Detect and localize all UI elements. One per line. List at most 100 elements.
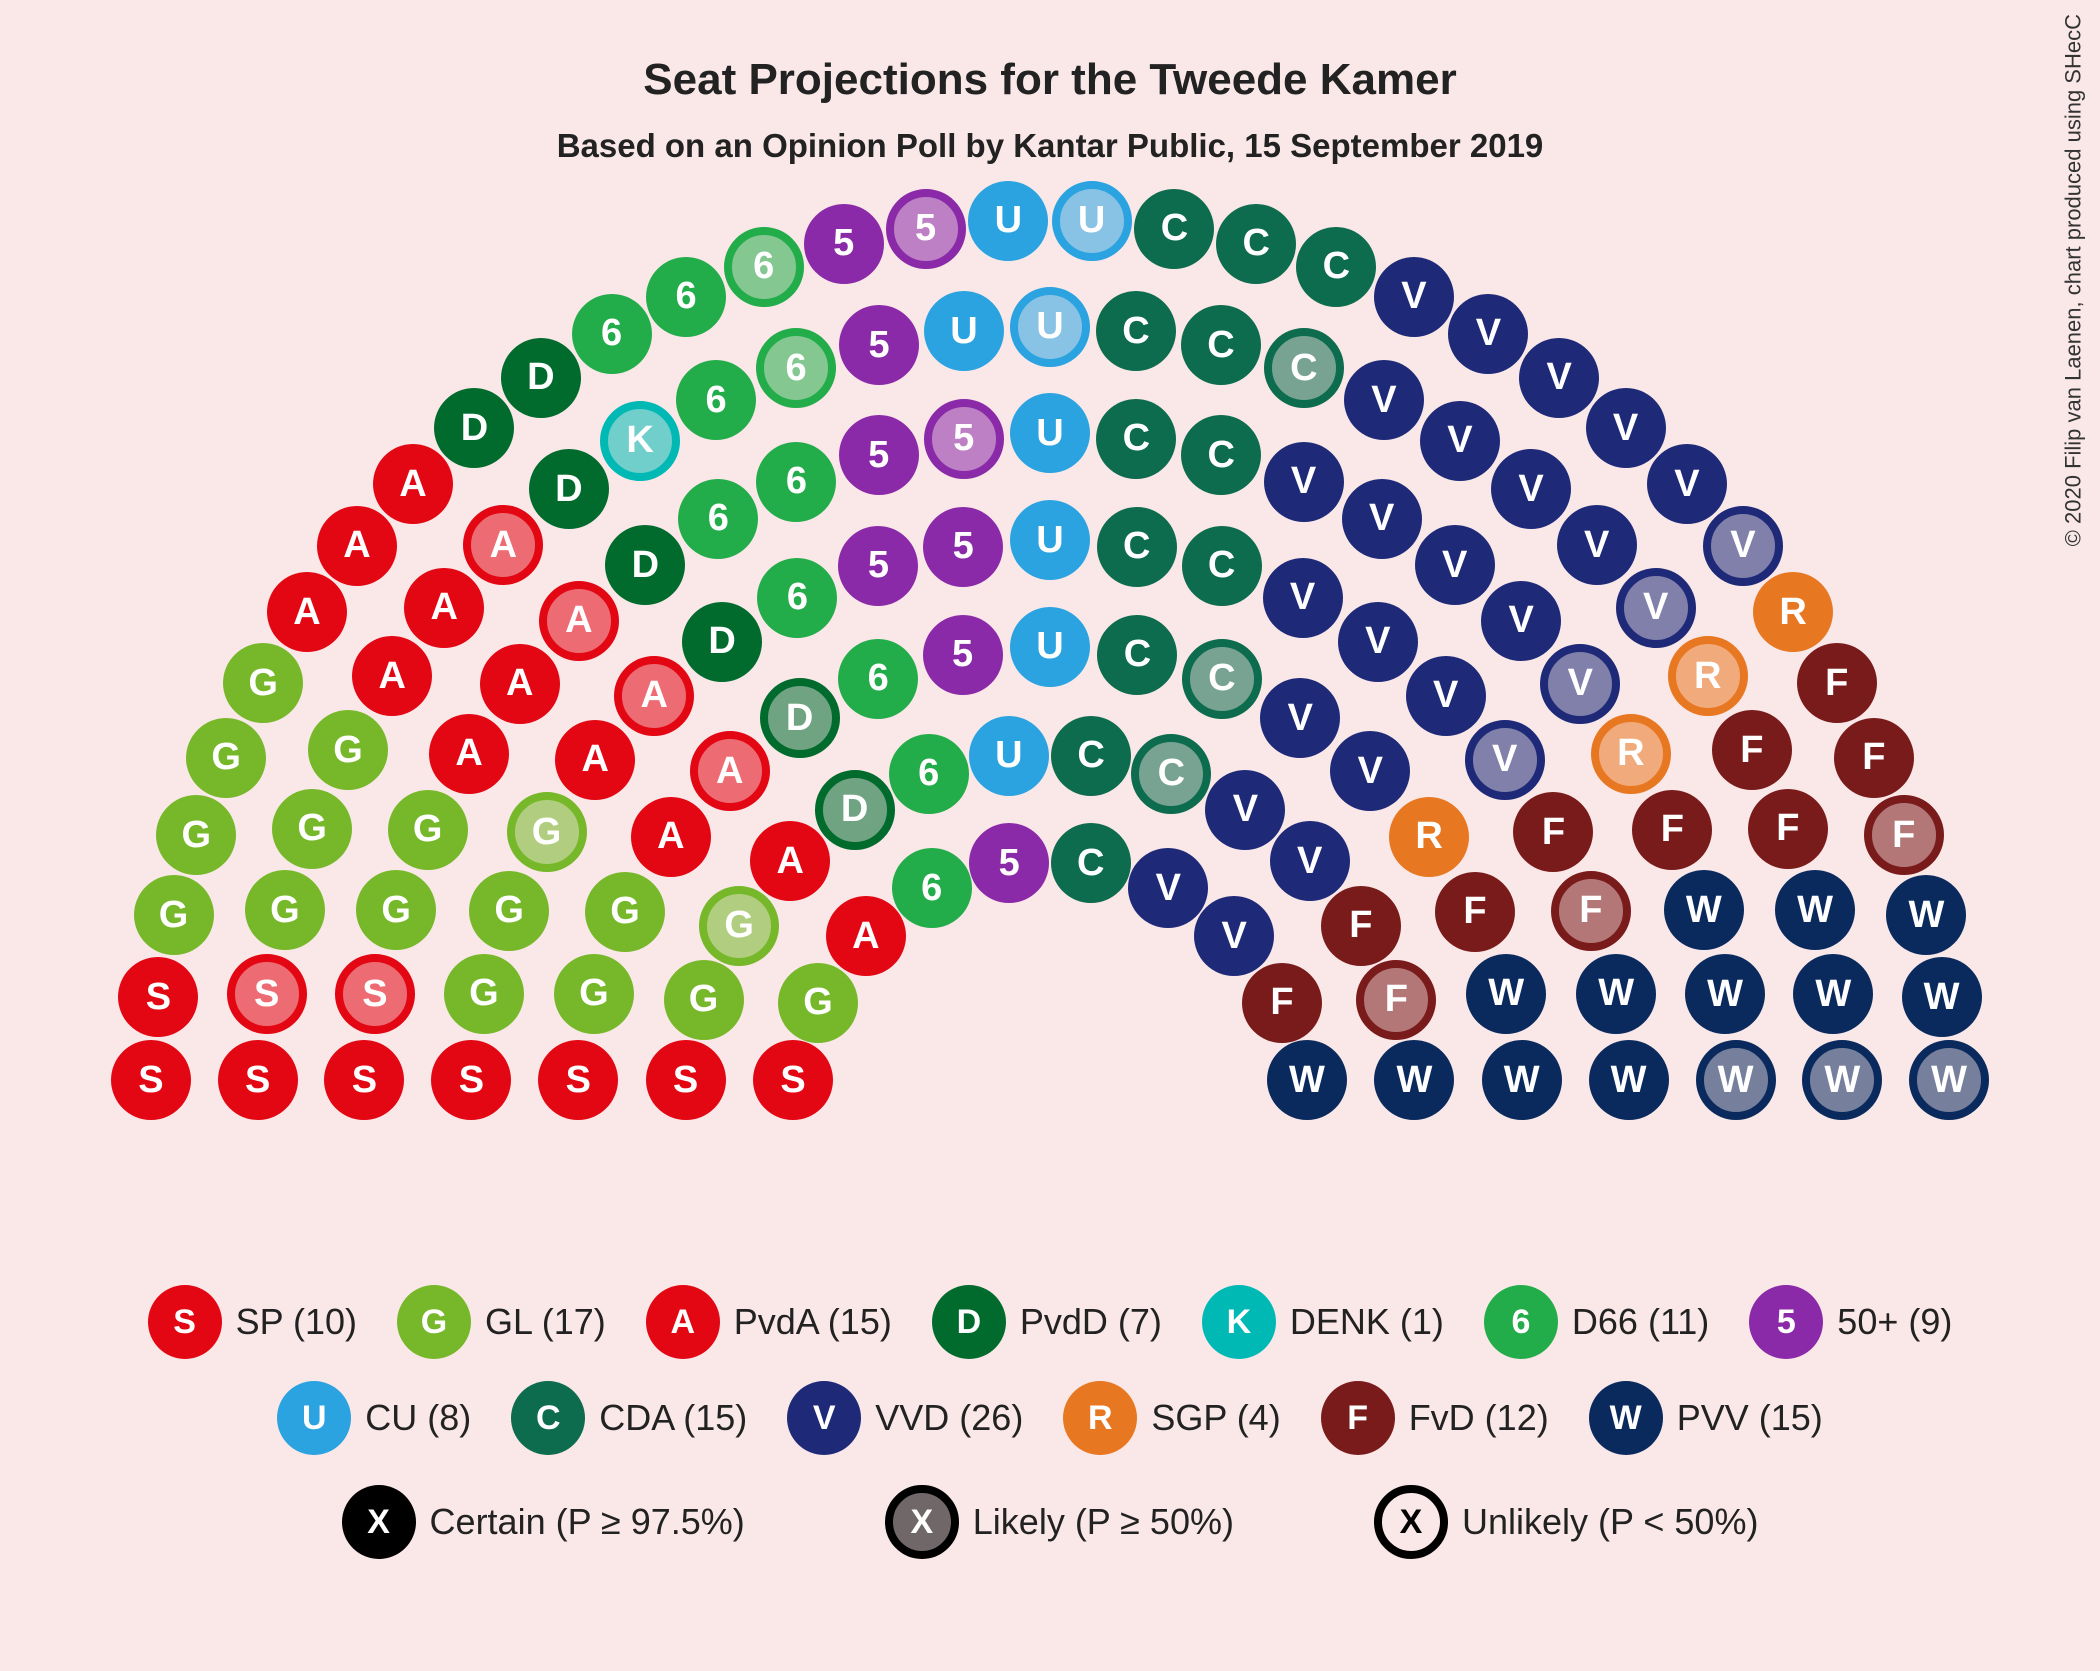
- seat-D66: 6: [892, 848, 972, 928]
- seat-letter: C: [1181, 305, 1261, 385]
- seat-letter: D: [501, 338, 581, 418]
- seat-SP: S: [111, 1040, 191, 1120]
- seat-SP: S: [753, 1040, 833, 1120]
- seat-letter: G: [707, 894, 771, 958]
- seat-letter: S: [324, 1040, 404, 1120]
- legend-label: 50+ (9): [1837, 1301, 1952, 1343]
- seat-letter: 5: [923, 615, 1003, 695]
- seat-CDA: C: [1131, 734, 1211, 814]
- seat-D66: 6: [724, 227, 804, 307]
- seat-CDA: C: [1181, 305, 1261, 385]
- seat-letter: C: [1216, 204, 1296, 284]
- seat-CU: U: [1010, 500, 1090, 580]
- seat-GL: G: [664, 960, 744, 1040]
- legend-item-CDA: CCDA (15): [511, 1381, 747, 1455]
- legend-swatch: F: [1321, 1381, 1395, 1455]
- seat-letter: U: [1010, 607, 1090, 687]
- legend-label: D66 (11): [1572, 1301, 1709, 1343]
- legend-label: CDA (15): [599, 1397, 747, 1439]
- seat-letter: V: [1448, 294, 1528, 374]
- seat-letter: C: [1097, 615, 1177, 695]
- seat-SP: S: [118, 957, 198, 1037]
- seat-PVV: W: [1466, 954, 1546, 1034]
- seat-letter: W: [1793, 954, 1873, 1034]
- seat-D66: 6: [756, 328, 836, 408]
- seat-letter: W: [1810, 1048, 1874, 1112]
- seat-letter: W: [1466, 954, 1546, 1034]
- seat-GL: G: [469, 871, 549, 951]
- seat-letter: C: [1296, 227, 1376, 307]
- seat-PVV: W: [1482, 1040, 1562, 1120]
- seat-letter: S: [111, 1040, 191, 1120]
- seat-letter: G: [444, 954, 524, 1034]
- seat-SP: S: [335, 954, 415, 1034]
- seat-SP: S: [218, 1040, 298, 1120]
- legend-item-D66: 6D66 (11): [1484, 1285, 1709, 1359]
- seat-letter: R: [1599, 722, 1663, 786]
- seat-GL: G: [308, 710, 388, 790]
- seat-VVD: V: [1263, 558, 1343, 638]
- legend-item-CU: UCU (8): [277, 1381, 471, 1455]
- legend-swatch: A: [646, 1285, 720, 1359]
- seat-SP: S: [227, 954, 307, 1034]
- seat-VVD: V: [1647, 444, 1727, 524]
- seat-letter: V: [1711, 514, 1775, 578]
- seat-letter: V: [1420, 401, 1500, 481]
- seat-letter: C: [1096, 291, 1176, 371]
- seat-VVD: V: [1540, 644, 1620, 724]
- seat-GL: G: [388, 790, 468, 870]
- seat-PvdA: A: [429, 714, 509, 794]
- seat-letter: C: [1097, 507, 1177, 587]
- seat-letter: V: [1264, 442, 1344, 522]
- seat-letter: 6: [892, 848, 972, 928]
- seat-letter: V: [1473, 728, 1537, 792]
- legend-swatch: G: [397, 1285, 471, 1359]
- seat-letter: F: [1632, 790, 1712, 870]
- seat-letter: S: [646, 1040, 726, 1120]
- seat-CDA: C: [1096, 291, 1176, 371]
- seat-CU: U: [1052, 181, 1132, 261]
- seat-CDA: C: [1216, 204, 1296, 284]
- seat-VVD: V: [1374, 257, 1454, 337]
- seat-letter: S: [218, 1040, 298, 1120]
- seat-CU: U: [969, 716, 1049, 796]
- seat-letter: W: [1482, 1040, 1562, 1120]
- legend-label: PvdD (7): [1020, 1301, 1162, 1343]
- legend-item-PvdD: DPvdD (7): [932, 1285, 1162, 1359]
- seat-CDA: C: [1264, 328, 1344, 408]
- legend-row: SSP (10)GGL (17)APvdA (15)DPvdD (7)KDENK…: [0, 1285, 2100, 1359]
- seat-PVV: W: [1374, 1040, 1454, 1120]
- seat-letter: W: [1374, 1040, 1454, 1120]
- seat-D66: 6: [889, 734, 969, 814]
- seat-PvdD: D: [760, 678, 840, 758]
- seat-letter: G: [308, 710, 388, 790]
- chart-subtitle: Based on an Opinion Poll by Kantar Publi…: [0, 105, 2100, 165]
- seat-letter: A: [471, 513, 535, 577]
- certainty-legend-row: XCertain (P ≥ 97.5%)XLikely (P ≥ 50%)XUn…: [0, 1485, 2100, 1559]
- seat-D66: 6: [676, 360, 756, 440]
- seat-PvdD: D: [605, 525, 685, 605]
- seat-PVV: W: [1664, 870, 1744, 950]
- seat-GL: G: [507, 792, 587, 872]
- seat-letter: V: [1481, 581, 1561, 661]
- seat-SP: S: [538, 1040, 618, 1120]
- seat-letter: 5: [839, 305, 919, 385]
- seat-letter: W: [1685, 954, 1765, 1034]
- seat-PvdA: A: [690, 731, 770, 811]
- seat-letter: A: [631, 797, 711, 877]
- seat-letter: F: [1513, 792, 1593, 872]
- seat-VVD: V: [1465, 720, 1545, 800]
- seat-FvD: F: [1797, 643, 1877, 723]
- seat-letter: G: [156, 795, 236, 875]
- legend-row: UCU (8)CCDA (15)VVVD (26)RSGP (4)FFvD (1…: [0, 1381, 2100, 1455]
- seat-letter: U: [968, 181, 1048, 261]
- seat-SP: S: [431, 1040, 511, 1120]
- seat-letter: 6: [646, 257, 726, 337]
- seat-letter: G: [664, 960, 744, 1040]
- seat-GL: G: [272, 789, 352, 869]
- seat-letter: G: [388, 790, 468, 870]
- certainty-legend-item: XCertain (P ≥ 97.5%): [342, 1485, 745, 1559]
- seat-letter: 6: [838, 639, 918, 719]
- seat-CDA: C: [1096, 399, 1176, 479]
- seat-letter: 6: [572, 294, 652, 374]
